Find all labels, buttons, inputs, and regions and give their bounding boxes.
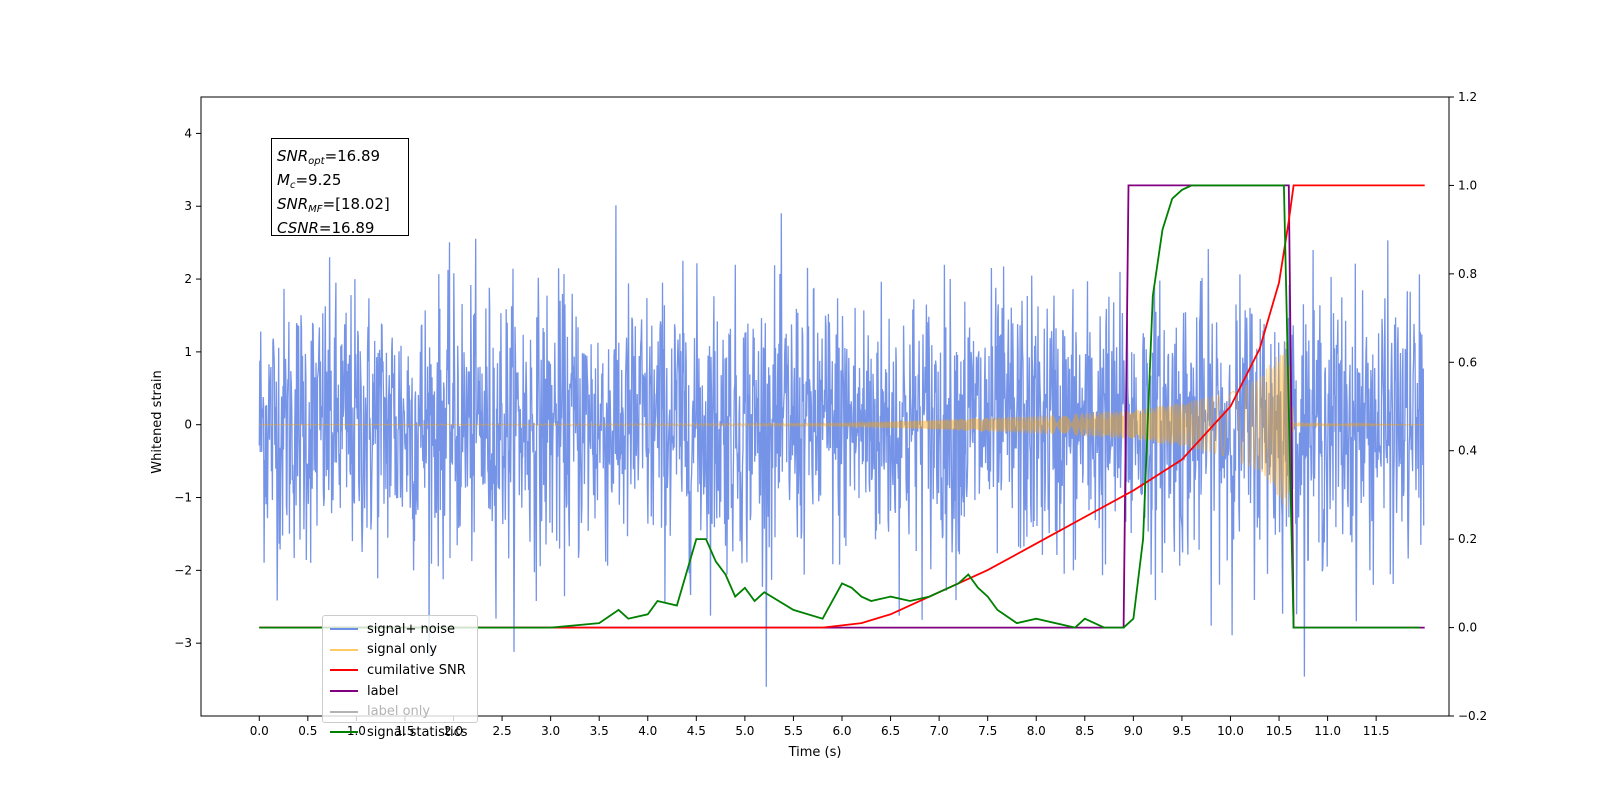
y-tick-label: −2 bbox=[174, 563, 192, 577]
y-tick-label: 4 bbox=[184, 126, 192, 140]
snr-annotation-box: SNRopt=16.89 Mc=9.25 SNRMF=[18.02] CSNR=… bbox=[271, 138, 409, 237]
y-right-tick-label: 0.4 bbox=[1458, 444, 1477, 458]
y-tick-label: 1 bbox=[184, 345, 192, 359]
annotation-csnr: CSNR=16.89 bbox=[277, 219, 375, 237]
plot-area bbox=[258, 184, 1425, 687]
legend: signal+ noise signal only cumilative SNR… bbox=[322, 615, 478, 740]
legend-label: label bbox=[367, 683, 399, 699]
y-right-tick-label: 0.2 bbox=[1458, 532, 1477, 546]
x-tick-label: 7.0 bbox=[930, 724, 949, 738]
y-tick-label: 0 bbox=[184, 418, 192, 432]
series-signal-statistics-line bbox=[259, 184, 1420, 629]
series-cumulative-snr-line bbox=[259, 184, 1425, 629]
y-right-tick-label: −0.2 bbox=[1458, 709, 1487, 723]
axes: 0.0 0.5 1.0 1.5 2.0 2.5 3.0 3.5 4.0 4.5 5.0 5.5 6.0 6… bbox=[174, 90, 1487, 738]
legend-item: cumilative SNR bbox=[330, 660, 477, 681]
x-tick-label: 5.5 bbox=[784, 724, 803, 738]
x-tick-label: 2.0 bbox=[444, 724, 463, 738]
plot-frame bbox=[200, 96, 1450, 717]
legend-swatch bbox=[330, 731, 358, 734]
legend-label: signal only bbox=[367, 642, 438, 658]
x-tick-label: 4.0 bbox=[638, 724, 657, 738]
y-right-tick-label: 0.6 bbox=[1458, 355, 1477, 369]
legend-swatch bbox=[330, 628, 358, 631]
x-tick-label: 11.0 bbox=[1314, 724, 1341, 738]
legend-item: signal+ noise bbox=[330, 619, 477, 640]
legend-item: label only bbox=[330, 701, 477, 722]
legend-item: signal statistics bbox=[330, 722, 477, 743]
annotation-snr-opt: SNRopt=16.89 bbox=[277, 147, 381, 167]
y-right-tick-label: 0.0 bbox=[1458, 621, 1477, 635]
y-tick-label: −1 bbox=[174, 491, 192, 505]
x-axis-label: Time (s) bbox=[788, 745, 842, 760]
y-tick-label: 3 bbox=[184, 199, 192, 213]
legend-swatch bbox=[330, 690, 358, 693]
x-tick-label: 10.0 bbox=[1217, 724, 1244, 738]
x-tick-label: 9.0 bbox=[1124, 724, 1143, 738]
legend-label: signal+ noise bbox=[367, 621, 456, 637]
y-right-tick-label: 1.0 bbox=[1458, 178, 1477, 192]
legend-swatch bbox=[330, 669, 358, 672]
legend-label: label only bbox=[367, 704, 431, 720]
legend-label: signal statistics bbox=[367, 724, 468, 740]
legend-item: signal only bbox=[330, 640, 477, 661]
x-tick-label: 3.0 bbox=[541, 724, 560, 738]
series-signal-noise-line bbox=[258, 205, 1425, 687]
x-tick-label: 7.5 bbox=[978, 724, 997, 738]
annotation-mc: Mc=9.25 bbox=[277, 171, 342, 191]
x-tick-label: 10.5 bbox=[1266, 724, 1293, 738]
x-tick-label: 5.0 bbox=[735, 724, 754, 738]
x-tick-label: 3.5 bbox=[590, 724, 609, 738]
x-tick-label: 1.5 bbox=[395, 724, 414, 738]
x-tick-label: 0.5 bbox=[298, 724, 317, 738]
legend-label: cumilative SNR bbox=[367, 662, 466, 678]
legend-swatch bbox=[330, 710, 358, 713]
y-right-tick-label: 0.8 bbox=[1458, 267, 1477, 281]
x-tick-label: 0.0 bbox=[250, 724, 269, 738]
series-signal-only-line bbox=[259, 342, 1424, 508]
x-tick-label: 8.5 bbox=[1075, 724, 1094, 738]
y-axis-label: Whitened strain bbox=[150, 370, 165, 473]
x-tick-label: 8.0 bbox=[1027, 724, 1046, 738]
x-tick-label: 1.0 bbox=[347, 724, 366, 738]
x-tick-label: 6.0 bbox=[832, 724, 851, 738]
x-tick-label: 4.5 bbox=[687, 724, 706, 738]
x-tick-label: 9.5 bbox=[1172, 724, 1191, 738]
x-tick-label: 11.5 bbox=[1363, 724, 1390, 738]
legend-item: label bbox=[330, 681, 477, 702]
x-tick-label: 2.5 bbox=[493, 724, 512, 738]
y-tick-label: −3 bbox=[174, 636, 192, 650]
y-tick-label: 2 bbox=[184, 272, 192, 286]
annotation-snr-mf: SNRMF=[18.02] bbox=[277, 195, 390, 215]
x-tick-label: 6.5 bbox=[881, 724, 900, 738]
y-right-tick-label: 1.2 bbox=[1458, 90, 1477, 104]
legend-swatch bbox=[330, 648, 358, 651]
